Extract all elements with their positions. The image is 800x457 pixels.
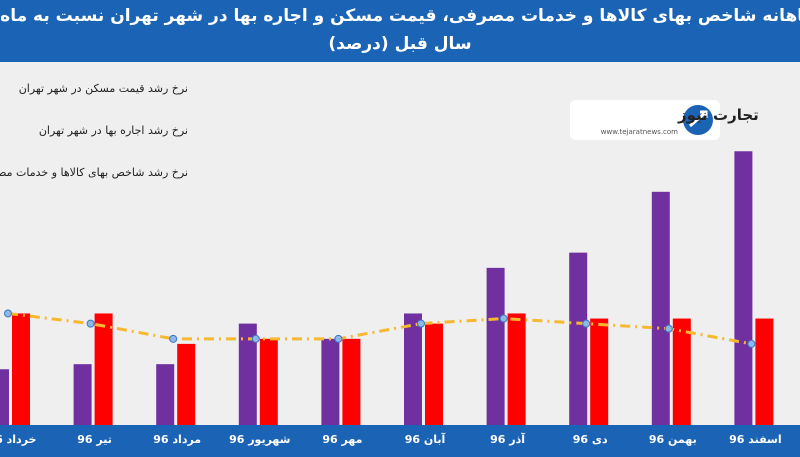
line-point bbox=[747, 339, 756, 348]
bar bbox=[569, 252, 588, 425]
line-point bbox=[499, 314, 508, 323]
line-point bbox=[334, 334, 343, 343]
line-point bbox=[582, 319, 591, 328]
line-point bbox=[169, 334, 178, 343]
x-tick-label: مهر 96 bbox=[322, 433, 362, 446]
bar bbox=[672, 318, 691, 425]
bar bbox=[73, 364, 92, 425]
logo-box bbox=[570, 100, 720, 140]
bar bbox=[177, 343, 196, 425]
x-tick-label: دی 96 bbox=[573, 433, 608, 446]
bar bbox=[755, 318, 774, 425]
bar bbox=[651, 191, 670, 425]
bar bbox=[321, 338, 340, 425]
legend-label: نرخ رشد قیمت مسکن در شهر تهران bbox=[19, 82, 188, 95]
chart-title: روند ماهانه شاخص بهای کالاها و خدمات مصر… bbox=[0, 6, 800, 54]
line-point bbox=[664, 324, 673, 333]
bar bbox=[156, 364, 175, 425]
bar bbox=[342, 338, 361, 425]
logo-url: www.tejaratnews.com bbox=[601, 128, 678, 136]
line-point bbox=[251, 334, 260, 343]
x-tick-label: آبان 96 bbox=[405, 432, 446, 446]
x-tick-label: مرداد 96 bbox=[153, 433, 201, 446]
line bbox=[7, 311, 752, 346]
logo-arrow bbox=[689, 110, 708, 128]
line-point bbox=[4, 309, 12, 318]
logo-name: تجارت نیوز bbox=[677, 106, 759, 124]
line-point bbox=[86, 319, 95, 328]
watermark: تجارت نیوز www.tejaratnews.com bbox=[570, 100, 759, 140]
bar bbox=[734, 151, 753, 425]
bar bbox=[259, 338, 278, 425]
bar bbox=[590, 318, 609, 425]
bar bbox=[404, 313, 422, 425]
header: روند ماهانه شاخص بهای کالاها و خدمات مصر… bbox=[0, 0, 800, 62]
bar bbox=[94, 313, 113, 425]
bar bbox=[238, 323, 257, 425]
x-tick-label: بهمن 96 bbox=[649, 433, 697, 446]
x-tick-label: شهریور 96 bbox=[229, 433, 290, 446]
bar bbox=[507, 313, 526, 425]
x-tick-label: تیر 96 bbox=[77, 433, 112, 446]
x-tick-label: اسفند 96 bbox=[729, 433, 782, 446]
legend-label: نرخ رشد شاخص بهای کالاها و خدمات مصرفی bbox=[0, 166, 188, 179]
line-point bbox=[417, 319, 425, 328]
x-tick-label: خرداد 96 bbox=[0, 433, 36, 446]
bar bbox=[0, 369, 9, 425]
bar bbox=[425, 323, 443, 425]
x-tick-label: آذر 96 bbox=[490, 432, 525, 446]
legend-label: نرخ رشد اجاره بها در شهر تهران bbox=[39, 124, 188, 137]
axis-band bbox=[0, 425, 800, 457]
bar bbox=[12, 313, 30, 425]
bar bbox=[486, 267, 505, 425]
